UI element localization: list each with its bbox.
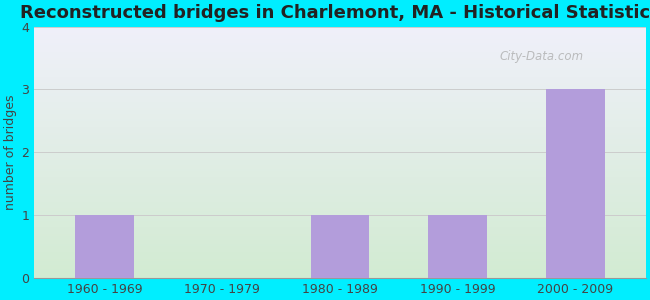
Title: Reconstructed bridges in Charlemont, MA - Historical Statistics: Reconstructed bridges in Charlemont, MA … <box>20 4 650 22</box>
Y-axis label: number of bridges: number of bridges <box>4 94 17 210</box>
Bar <box>75 215 134 278</box>
Bar <box>311 215 369 278</box>
Bar <box>546 89 604 278</box>
Text: City-Data.com: City-Data.com <box>499 50 583 63</box>
Bar <box>428 215 487 278</box>
